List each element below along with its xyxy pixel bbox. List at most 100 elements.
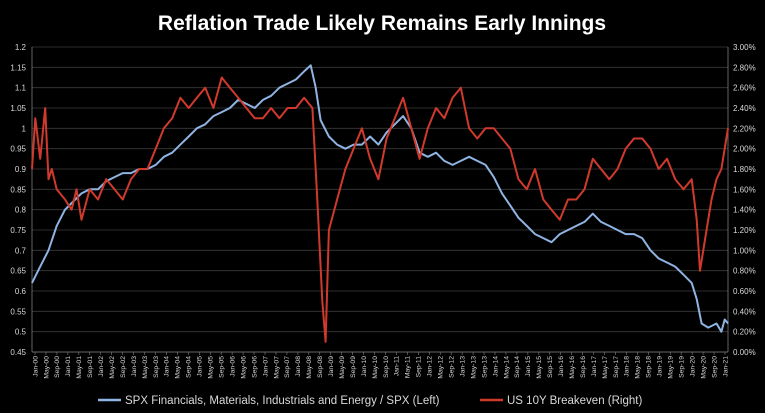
series-lines — [31, 64, 729, 343]
y-left-tick-label: 0.7 — [15, 246, 27, 255]
x-tick-label: May-18 — [635, 356, 642, 379]
x-tick-label: Jan-10 — [361, 356, 368, 377]
y-right-tick-label: 1.20% — [733, 226, 756, 235]
right-axis: 0.00% 0.20% 0.40% 0.60% 0.80% 1.00% 1.20% 1.40%… — [727, 43, 756, 357]
x-tick-label: Sep-06 — [251, 356, 258, 378]
x-tick-label: May-07 — [273, 356, 280, 379]
x-tick-label: May-20 — [700, 356, 707, 379]
x-tick-label: Sep-20 — [711, 356, 718, 378]
x-tick-label: Sep-15 — [547, 356, 554, 378]
y-right-tick-label: 0.20% — [733, 328, 756, 337]
x-tick-label: Sep-16 — [580, 356, 587, 378]
x-tick-label: Jan-12 — [427, 356, 434, 377]
y-left-tick-label: 0.45 — [10, 348, 26, 357]
x-tick-label: Sep-17 — [613, 356, 620, 378]
x-tick-label: May-00 — [43, 356, 50, 379]
series-line-left — [31, 64, 729, 333]
x-tick-label: Sep-14 — [514, 356, 521, 378]
x-tick-label: Jan-21 — [722, 356, 729, 377]
legend: SPX Financials, Materials, Industrials a… — [98, 395, 642, 407]
y-left-tick-label: 0.85 — [10, 185, 26, 194]
y-left-tick-label: 1 — [22, 124, 27, 133]
y-right-tick-label: 2.00% — [733, 145, 756, 154]
x-tick-label: Jan-04 — [164, 356, 171, 377]
x-tick-label: Jan-05 — [197, 356, 204, 377]
x-tick-label: May-19 — [668, 356, 675, 379]
x-tick-label: Sep-05 — [218, 356, 225, 378]
legend-label-left: SPX Financials, Materials, Industrials a… — [125, 395, 440, 407]
x-tick-label: Sep-01 — [87, 356, 94, 378]
legend-label-right: US 10Y Breakeven (Right) — [507, 395, 642, 407]
y-left-tick-label: 0.5 — [15, 328, 27, 337]
x-tick-label: Jan-14 — [492, 356, 499, 377]
x-tick-label: Jan-02 — [98, 356, 105, 377]
y-left-tick-label: 1.1 — [15, 84, 27, 93]
x-tick-label: Sep-03 — [153, 356, 160, 378]
x-tick-label: Sep-07 — [284, 356, 291, 378]
x-tick-label: Jan-03 — [131, 356, 138, 377]
x-tick-label: Jan-11 — [394, 356, 401, 376]
y-left-tick-label: 1.05 — [10, 104, 26, 113]
y-right-tick-label: 2.20% — [733, 124, 756, 133]
x-tick-label: May-08 — [306, 356, 313, 379]
x-tick-label: May-14 — [503, 356, 510, 379]
x-tick-label: Jan-13 — [459, 356, 466, 377]
x-tick-label: May-05 — [208, 356, 215, 379]
y-left-tick-label: 0.6 — [15, 287, 27, 296]
y-left-tick-label: 0.95 — [10, 145, 26, 154]
x-tick-label: Jan-15 — [525, 356, 532, 377]
y-right-tick-label: 3.00% — [733, 43, 756, 52]
x-tick-label: May-15 — [536, 356, 543, 379]
chart-title: Reflation Trade Likely Remains Early Inn… — [158, 12, 606, 35]
x-tick-label: Jan-00 — [32, 356, 39, 377]
x-tick-label: Sep-09 — [350, 356, 357, 378]
x-tick-label: Jan-01 — [65, 356, 72, 377]
x-tick-label: Jan-07 — [262, 356, 269, 377]
x-tick-label: Jan-08 — [295, 356, 302, 377]
x-tick-label: May-16 — [569, 356, 576, 379]
x-tick-label: May-12 — [438, 356, 445, 379]
x-tick-label: Jan-16 — [558, 356, 565, 377]
x-tick-label: May-01 — [76, 356, 83, 379]
x-tick-label: Sep-04 — [186, 356, 193, 378]
x-tick-label: Jan-19 — [657, 356, 664, 377]
x-tick-label: Sep-12 — [448, 356, 455, 378]
x-tick-label: Jan-17 — [591, 356, 598, 377]
x-tick-label: May-10 — [372, 356, 379, 379]
x-tick-label: Jan-06 — [229, 356, 236, 377]
x-tick-label: Sep-10 — [383, 356, 390, 378]
y-right-tick-label: 0.40% — [733, 307, 756, 316]
y-left-tick-label: 1.15 — [10, 63, 26, 72]
x-tick-label: May-02 — [109, 356, 116, 379]
y-right-tick-label: 2.80% — [733, 63, 756, 72]
x-tick-label: Sep-08 — [317, 356, 324, 378]
y-right-tick-label: 0.80% — [733, 267, 756, 276]
x-tick-label: Sep-19 — [678, 356, 685, 378]
y-left-tick-label: 0.9 — [15, 165, 27, 174]
series-line-right — [31, 76, 729, 343]
left-axis: 0.45 0.5 0.55 0.6 0.65 0.7 0.75 0.8 0.85 0.9 0.95 1… — [10, 43, 33, 357]
y-left-tick-label: 0.65 — [10, 267, 26, 276]
x-tick-label: Jan-18 — [624, 356, 631, 377]
x-tick-label: Sep-13 — [481, 356, 488, 378]
y-right-tick-label: 1.00% — [733, 246, 756, 255]
gridlines — [32, 46, 728, 353]
y-left-tick-label: 0.55 — [10, 307, 26, 316]
x-tick-label: Sep-00 — [54, 356, 61, 378]
x-tick-label: Jan-09 — [328, 356, 335, 377]
x-tick-label: May-17 — [602, 356, 609, 379]
x-tick-label: Sep-18 — [646, 356, 653, 378]
y-right-tick-label: 0.60% — [733, 287, 756, 296]
x-tick-label: May-03 — [142, 356, 149, 379]
x-tick-label: Sep-02 — [120, 356, 127, 378]
x-tick-label: Jan-20 — [689, 356, 696, 377]
y-right-tick-label: 1.80% — [733, 165, 756, 174]
x-tick-label: May-13 — [470, 356, 477, 379]
y-right-tick-label: 2.40% — [733, 104, 756, 113]
y-right-tick-label: 0.00% — [733, 348, 756, 357]
x-tick-label: May-06 — [240, 356, 247, 379]
y-left-tick-label: 0.8 — [15, 206, 27, 215]
y-left-tick-label: 1.2 — [15, 43, 27, 52]
